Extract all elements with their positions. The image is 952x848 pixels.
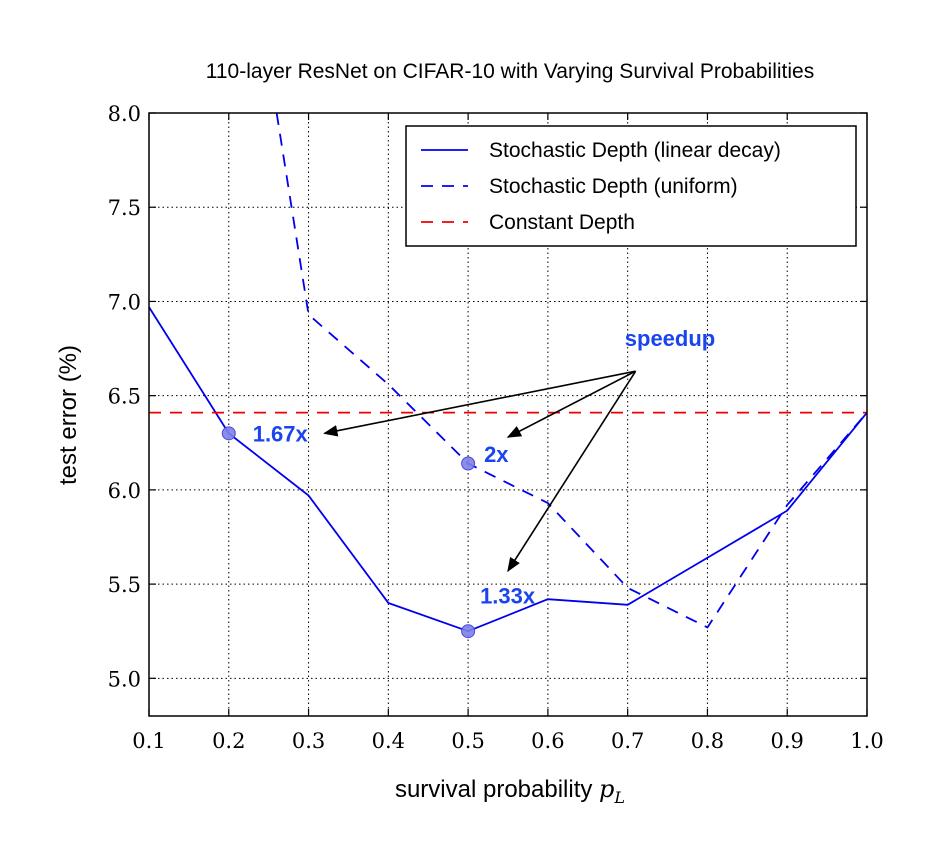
annotation-label: 1.33x	[480, 583, 536, 608]
highlight-marker	[221, 426, 236, 441]
chart-title: 110-layer ResNet on CIFAR-10 with Varyin…	[206, 60, 814, 83]
y-axis-label: test error (%)	[55, 345, 82, 485]
x-tick-label: 0.7	[611, 729, 644, 753]
legend: Stochastic Depth (linear decay) Stochasti…	[405, 125, 857, 247]
x-axis-label-group: survival probability pL	[395, 775, 625, 807]
legend-entry: Constant Depth	[489, 211, 635, 234]
x-axis-label: survival probability	[395, 776, 592, 803]
highlight-marker	[461, 624, 476, 639]
x-axis-ticks: 0.1 0.2 0.3 0.4 0.5 0.6 0.7 0.8 0.9 1.0	[132, 113, 884, 753]
y-tick-label: 5.0	[108, 667, 141, 691]
y-tick-label: 8.0	[108, 102, 141, 126]
annotation-arrow	[507, 370, 637, 573]
series-line-2	[275, 112, 868, 629]
legend-entry: Stochastic Depth (uniform)	[489, 175, 738, 198]
x-tick-label: 0.6	[531, 729, 564, 753]
y-tick-label: 7.0	[108, 290, 141, 314]
x-tick-label: 0.8	[691, 729, 724, 753]
x-tick-label: 0.9	[771, 729, 804, 753]
annotation-source-label: speedup	[625, 326, 715, 351]
annotation-label: 1.67x	[253, 421, 309, 446]
x-tick-label: 0.3	[292, 729, 325, 753]
x-axis-subscript: L	[613, 788, 625, 807]
y-tick-label: 7.5	[108, 196, 141, 220]
y-tick-label: 5.5	[108, 573, 141, 597]
annotation-label: 2x	[484, 442, 509, 467]
x-tick-label: 0.1	[132, 729, 165, 753]
legend-entry: Stochastic Depth (linear decay)	[489, 139, 781, 162]
x-tick-label: 1.0	[850, 729, 883, 753]
series-line-1	[148, 306, 868, 633]
series-layer	[148, 112, 868, 633]
highlight-marker	[461, 456, 476, 471]
y-tick-label: 6.5	[108, 385, 141, 409]
annotation-arrow	[323, 370, 636, 437]
plot-frame	[148, 112, 868, 717]
y-axis-ticks: 5.0 5.5 6.0 6.5 7.0 7.5 8.0	[108, 102, 867, 691]
x-tick-label: 0.5	[451, 729, 484, 753]
y-tick-label: 6.0	[108, 479, 141, 503]
annotation-arrow	[506, 370, 637, 438]
marker-layer	[221, 426, 476, 639]
x-tick-label: 0.4	[372, 729, 405, 753]
annotation-layer: 1.67x 2x 1.33x speedup	[253, 326, 716, 608]
legend-frame	[405, 125, 857, 247]
x-tick-label: 0.2	[212, 729, 245, 753]
x-axis-symbol: p	[599, 775, 614, 803]
